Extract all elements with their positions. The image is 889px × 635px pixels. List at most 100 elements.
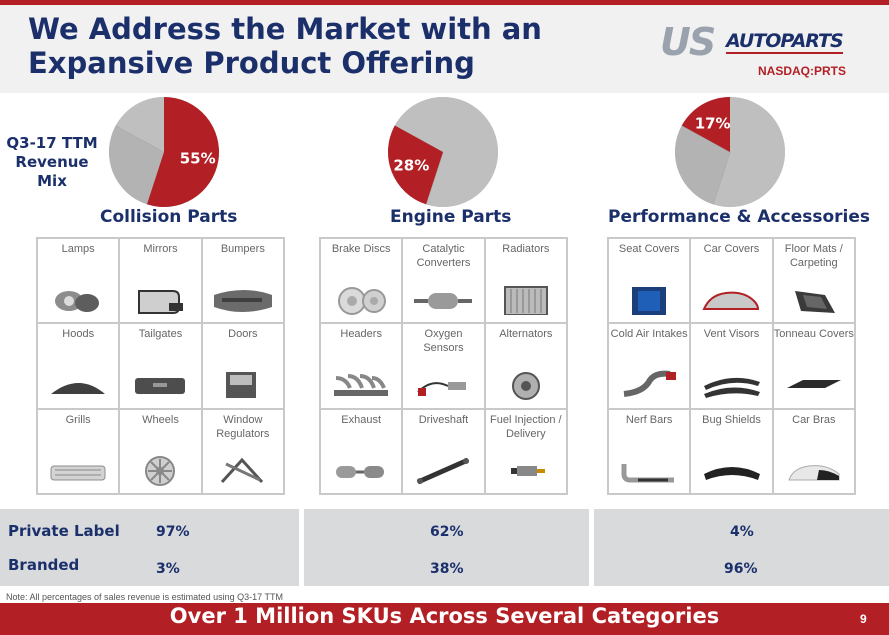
product-tile: Lamps <box>37 238 120 324</box>
footnote: Note: All percentages of sales revenue i… <box>6 592 283 602</box>
mix-band-engine <box>304 509 589 586</box>
pie-slice-performance-accessories <box>394 97 443 152</box>
product-tile-label: Driveshaft <box>418 413 469 426</box>
product-tile-label: Nerf Bars <box>625 413 673 426</box>
pie-slice-label: 17% <box>695 115 731 133</box>
engine-private-label-value: 62% <box>430 524 464 540</box>
collision-parts-pie-chart: 55% <box>109 97 219 207</box>
product-tile-label: Tailgates <box>138 328 183 341</box>
page-title: We Address the Market with an Expansive … <box>28 12 542 80</box>
revenue-mix-label: Q3-17 TTM Revenue Mix <box>6 134 98 190</box>
door-icon <box>225 372 256 399</box>
product-tile: Car Bras <box>772 408 855 494</box>
product-tile-label: Car Bras <box>792 413 836 426</box>
branded-row-label: Branded <box>8 556 80 574</box>
product-tile: Window Regulators <box>201 408 284 494</box>
page-number: 9 <box>860 612 867 626</box>
category-title-engine: Engine Parts <box>390 207 512 227</box>
performance-private-label-value: 4% <box>730 524 754 540</box>
logo-autoparts: AUTOPARTS <box>726 30 844 54</box>
product-tile-label: Seat Covers <box>618 243 680 255</box>
product-tile-label: Hoods <box>62 328 95 341</box>
product-tile-label: Vent Visors <box>703 328 760 341</box>
product-tile: Wheels <box>119 408 202 494</box>
product-tile-label: Wheels <box>142 413 179 426</box>
category-title-performance: Performance & Accessories <box>608 207 871 227</box>
footer-bar <box>0 603 889 635</box>
product-tile: Seat Covers <box>608 238 691 324</box>
performance-accessories-grid: Seat Covers Car Covers Floor Mats / Carpet… <box>607 237 856 495</box>
private-label-row-label: Private Label <box>8 522 120 540</box>
product-tile-label: Car Covers <box>703 243 760 255</box>
logo-us: US <box>660 20 716 64</box>
product-tile: Doors <box>201 323 284 409</box>
radiator-icon <box>503 286 548 315</box>
product-tile-label: Radiators <box>502 243 550 255</box>
product-tile: Brake Discs <box>320 238 403 324</box>
product-tile: Tonneau Covers <box>772 323 855 409</box>
product-tile: Headers <box>320 323 403 409</box>
pie-slice-engine-parts <box>675 125 730 205</box>
pie-slice-collision-parts <box>426 97 498 207</box>
seat-cover-icon <box>632 287 667 315</box>
vent-visor-icon <box>704 378 761 399</box>
pie-slice-label: 55% <box>180 149 216 167</box>
product-tile: Car Covers <box>690 238 773 324</box>
top-accent-bar <box>0 0 889 5</box>
performance-accessories-pie-chart: 17% <box>675 97 785 207</box>
pie-slice-performance-accessories <box>115 97 164 152</box>
header <box>0 5 889 93</box>
catalytic-converter-icon <box>414 293 473 309</box>
tailgate-icon <box>135 378 186 395</box>
product-tile: Cold Air Intakes <box>608 323 691 409</box>
product-tile: Bumpers <box>201 238 284 324</box>
performance-branded-value: 96% <box>724 561 758 577</box>
product-tile: Driveshaft <box>402 408 485 494</box>
ticker-label: NASDAQ:PRTS <box>758 64 847 78</box>
hood-icon <box>51 383 106 395</box>
product-tile: Exhaust <box>320 408 403 494</box>
engine-parts-pie-chart: 28% <box>388 97 498 207</box>
exhaust-icon <box>336 465 385 478</box>
oxygen-sensor-icon <box>417 382 467 397</box>
collision-branded-value: 3% <box>156 561 180 577</box>
product-tile: Hoods <box>37 323 120 409</box>
pie-slice-highlight <box>681 97 730 152</box>
product-tile: Oxygen Sensors <box>402 323 485 409</box>
tonneau-cover-icon <box>786 380 841 389</box>
pie-slice-highlight <box>388 125 443 205</box>
product-tile-label: Window Regulators <box>216 413 270 440</box>
brake-disc-icon <box>338 287 387 315</box>
bumper-icon <box>213 290 272 312</box>
product-tile-label: Fuel Injection / Delivery <box>490 413 562 440</box>
pie-slice-label: 28% <box>393 157 429 175</box>
wheel-icon <box>145 455 176 486</box>
product-tile: Mirrors <box>119 238 202 324</box>
product-tile-label: Cold Air Intakes <box>610 328 688 341</box>
mirror-icon <box>138 290 184 314</box>
engine-parts-grid: Brake Discs Catalytic Converters Radiators… <box>319 237 568 495</box>
product-tile-label: Bumpers <box>220 243 265 255</box>
driveshaft-icon <box>417 457 470 484</box>
product-tile-label: Bug Shields <box>702 413 761 426</box>
product-tile-label: Oxygen Sensors <box>423 328 464 355</box>
collision-parts-grid: Lamps Mirrors Bumpers Hoods Tailgates Doors Gr… <box>36 237 285 495</box>
product-tile: Alternators <box>484 323 567 409</box>
product-tile: Floor Mats / Carpeting <box>772 238 855 324</box>
product-tile-label: Exhaust <box>341 413 382 426</box>
mix-band-performance <box>594 509 889 586</box>
alternator-icon <box>511 372 540 401</box>
pie-slice-engine-parts <box>109 125 164 205</box>
product-tile: Grills <box>37 408 120 494</box>
category-title-collision: Collision Parts <box>100 207 238 227</box>
product-tile-label: Catalytic Converters <box>416 243 471 269</box>
bug-shield-icon <box>704 466 761 480</box>
grill-icon <box>50 465 106 481</box>
car-bra-icon <box>788 464 840 481</box>
cold-air-intake-icon <box>623 370 677 398</box>
nerf-bar-icon <box>621 463 675 483</box>
product-tile-label: Headers <box>340 328 382 341</box>
footer-tagline: Over 1 Million SKUs Across Several Categ… <box>169 604 720 628</box>
product-tile: Radiators <box>484 238 567 324</box>
window-regulator-icon <box>220 457 263 483</box>
